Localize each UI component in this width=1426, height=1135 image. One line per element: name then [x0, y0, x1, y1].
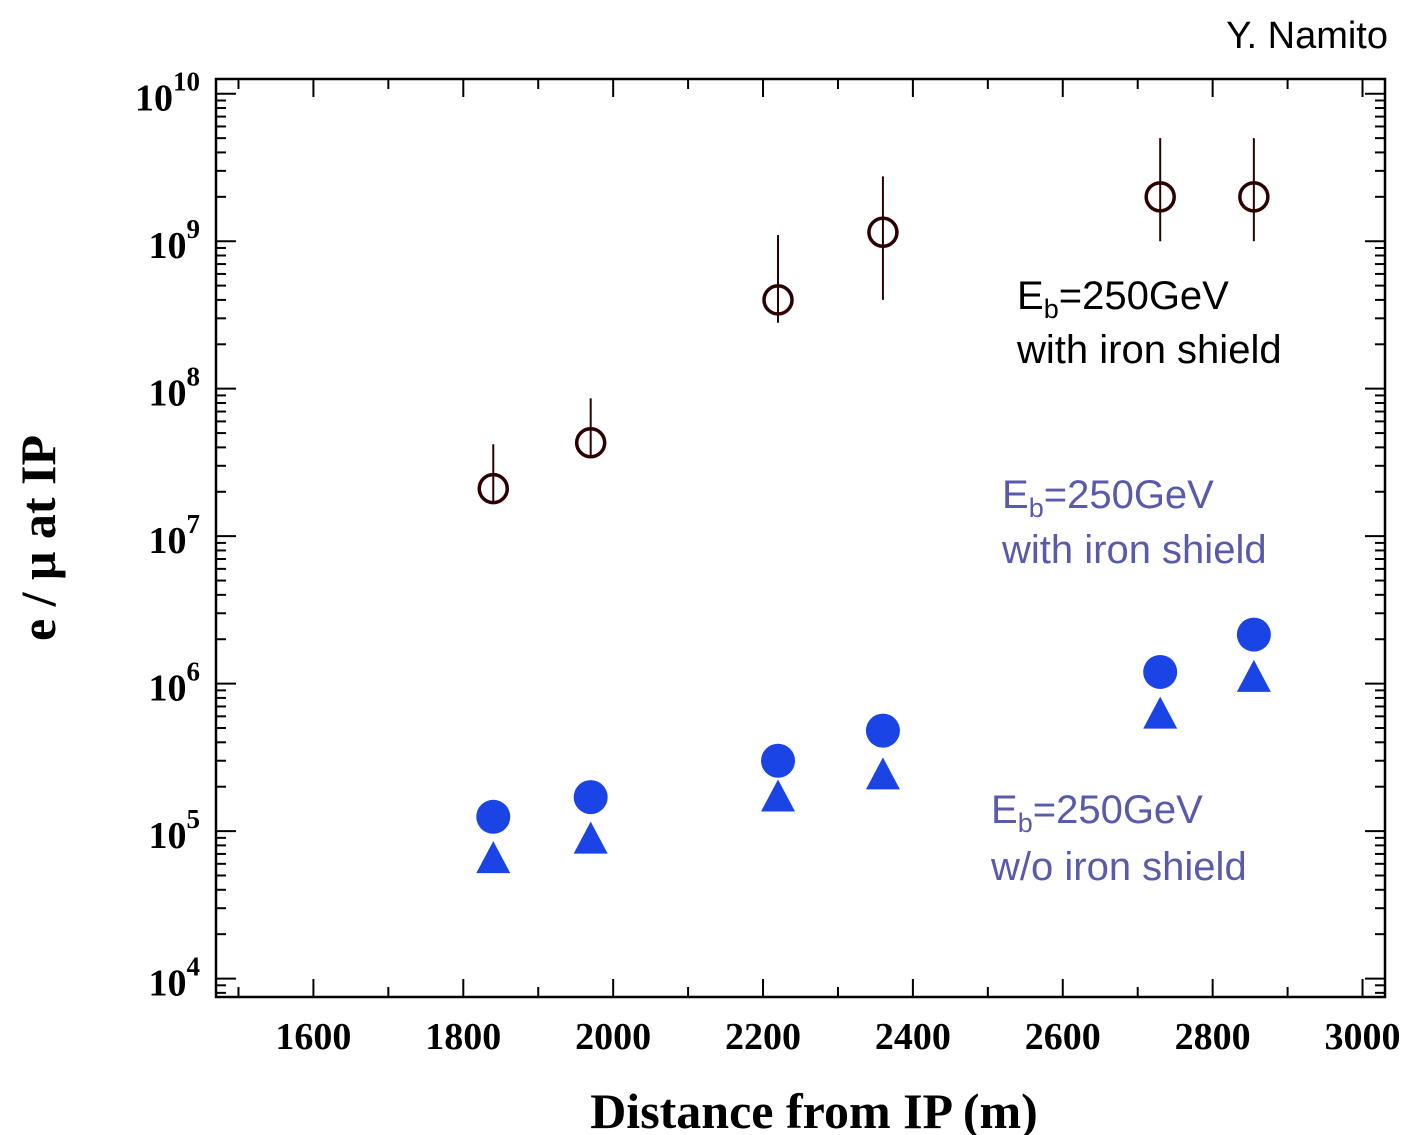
label-iron-black-line2: with iron shield: [1016, 328, 1282, 372]
y-tick-exponent: 4: [187, 952, 201, 982]
y-tick-label: 106: [149, 657, 201, 710]
y-tick-label: 107: [149, 509, 201, 562]
y-tick-exponent: 10: [173, 67, 200, 97]
x-tick-label: 1800: [425, 1016, 501, 1058]
label-no-iron-blue-line2: w/o iron shield: [990, 845, 1247, 889]
plot-frame: [214, 77, 1387, 999]
data-point-filled-circle: [573, 780, 608, 815]
y-tick-label: 104: [149, 952, 201, 1005]
x-tick-labels: 1600 1800 2000 2200 2400 2600 2800 3000: [275, 1016, 1400, 1058]
label-no-iron-blue-e: E: [991, 788, 1018, 832]
y-tick-base: 10: [149, 225, 187, 267]
svg-text:Eb=250GeV: Eb=250GeV: [991, 788, 1203, 838]
data-point-open-circle: [867, 216, 899, 249]
data-point-filled-circle: [1236, 617, 1271, 652]
x-tick-label: 2000: [575, 1016, 651, 1058]
data-point-filled-triangle: [1236, 659, 1271, 692]
data-point-filled-triangle: [476, 841, 511, 874]
y-tick-base: 10: [149, 815, 187, 857]
data-point-open-circle: [1238, 181, 1270, 213]
y-tick-label: 108: [149, 362, 201, 415]
series-filled-triangle: [476, 659, 1271, 874]
label-iron-blue-tail: =250GeV: [1044, 473, 1214, 517]
data-point-open-circle: [574, 426, 607, 459]
series-open-circle: [477, 138, 1270, 505]
y-tick-base: 10: [149, 373, 187, 415]
ticks-layer: [216, 79, 1385, 997]
label-iron-blue-line2: with iron shield: [1001, 528, 1267, 572]
data-point-filled-triangle: [761, 779, 796, 812]
x-tick-label: 2600: [1025, 1016, 1101, 1058]
label-no-iron-blue-sub: b: [1018, 808, 1033, 838]
label-iron-blue-sub: b: [1029, 493, 1044, 523]
x-tick-label: 2800: [1175, 1016, 1251, 1058]
label-iron-black-sub: b: [1044, 294, 1059, 324]
y-tick-label: 105: [149, 804, 201, 857]
y-tick-exponent: 9: [187, 214, 201, 244]
label-no-iron-blue-tail: =250GeV: [1033, 788, 1203, 832]
y-tick-exponent: 7: [187, 509, 201, 539]
svg-text:Eb=250GeV: Eb=250GeV: [1017, 274, 1229, 324]
y-tick-base: 10: [135, 78, 173, 120]
data-point-filled-circle: [476, 799, 511, 834]
x-axis-title: Distance from IP (m): [590, 1083, 1038, 1135]
label-iron-blue-e: E: [1002, 473, 1029, 517]
x-tick-label: 3000: [1325, 1016, 1401, 1058]
y-tick-exponent: 5: [187, 804, 201, 834]
data-point-filled-triangle: [865, 757, 900, 790]
label-iron-black: Eb=250GeV with iron shield: [1016, 274, 1282, 372]
y-tick-base: 10: [149, 668, 187, 710]
y-tick-base: 10: [149, 520, 187, 562]
svg-text:Eb=250GeV: Eb=250GeV: [1002, 473, 1214, 523]
data-point-filled-triangle: [573, 821, 608, 854]
data-point-filled-circle: [865, 713, 900, 748]
y-tick-exponent: 8: [187, 362, 201, 392]
x-tick-label: 2200: [725, 1016, 801, 1058]
x-tick-label: 2400: [875, 1016, 951, 1058]
data-point-filled-circle: [761, 743, 796, 778]
data-point-open-circle: [1144, 181, 1176, 213]
data-point-filled-triangle: [1143, 696, 1178, 729]
label-iron-black-e: E: [1017, 274, 1044, 318]
y-axis-title: e / μ at IP: [10, 435, 66, 641]
series-filled-circle: [476, 617, 1271, 834]
y-tick-label: 1010: [135, 67, 200, 120]
y-tick-exponent: 6: [187, 657, 201, 687]
x-tick-label: 1600: [275, 1016, 351, 1058]
y-tick-label: 109: [149, 214, 201, 267]
data-point-open-circle: [762, 284, 794, 316]
data-point-open-circle: [477, 472, 510, 505]
data-points: [476, 138, 1271, 874]
y-tick-base: 10: [149, 963, 187, 1005]
credit-label: Y. Namito: [1226, 15, 1388, 57]
label-no-iron-blue: Eb=250GeV w/o iron shield: [990, 788, 1247, 889]
data-point-filled-circle: [1143, 654, 1178, 689]
label-iron-blue: Eb=250GeV with iron shield: [1001, 473, 1267, 572]
label-iron-black-tail: =250GeV: [1059, 274, 1229, 318]
